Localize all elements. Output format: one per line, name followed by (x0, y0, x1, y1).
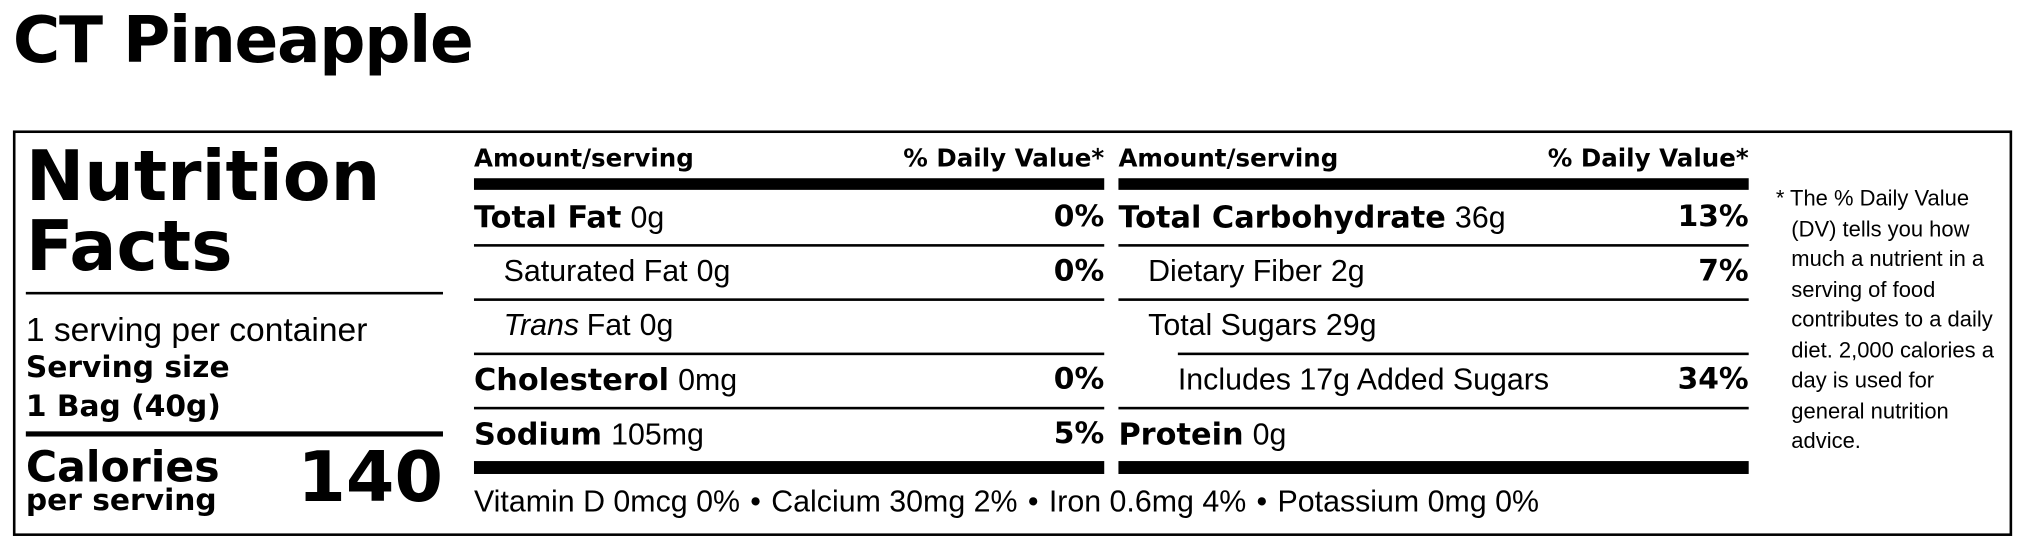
nutrient-row: Includes 17g Added Sugars 34% (1118, 352, 1749, 407)
heading: Facts (25, 205, 233, 287)
daily-value: 5% (1053, 417, 1105, 451)
serving-size: 1 Bag (40g) (25, 390, 221, 424)
nutrient-column: Amount/serving % Daily Value* Total Carboh… (1118, 0, 1749, 548)
header-dv: % Daily Value* (1547, 144, 1749, 174)
separator: • (1027, 484, 1039, 518)
nutrient-name: Total Fat (473, 198, 622, 236)
daily-value: 7% (1698, 254, 1749, 289)
header-amount: Amount/serving (1118, 144, 1339, 174)
nutrient-amount: 0g (639, 308, 674, 342)
header-amount: Amount/serving (473, 144, 694, 174)
nutrient-amount: 0g (630, 200, 665, 234)
nutrient-row: Saturated Fat 0g 0% (473, 244, 1105, 298)
nutrient-row: Total Sugars 29g (1118, 298, 1749, 352)
nutrient-row: Total Carbohydrate 36g 13% (1118, 190, 1748, 244)
nutrient-name: Sodium (473, 415, 603, 453)
nutrient-name: Saturated Fat (503, 253, 688, 288)
nutrient-row: Sodium 105mg 5% (473, 406, 1105, 461)
nutrient-name: Dietary Fiber (1148, 253, 1322, 288)
daily-value: 34% (1677, 362, 1749, 397)
row-rule (1177, 352, 1749, 356)
daily-value: 13% (1677, 200, 1749, 234)
nutrient-name: Protein (1118, 415, 1244, 453)
nutrient-row: Protein 0g (1118, 406, 1749, 461)
calories-sub: per serving (25, 484, 217, 518)
serving-size-label: Serving size (25, 351, 230, 385)
servings: 1 serving per container (25, 309, 368, 349)
rule (25, 431, 443, 437)
daily-value: 0% (1053, 362, 1105, 397)
nutrient: Sodium 105mg (474, 416, 704, 452)
nutrient-name: Total Carbohydrate (1118, 198, 1446, 236)
vitamin: Vitamin D 0mcg 0% (473, 484, 740, 518)
thick-bar (473, 178, 1105, 190)
daily-value: 0% (1053, 200, 1105, 234)
daily-value: 0% (1053, 254, 1105, 289)
nutrient: Total Carbohydrate 36g (1118, 199, 1505, 235)
vitamin: Iron 0.6mg 4% (1048, 484, 1247, 518)
row-rule (1118, 298, 1749, 301)
nutrient-name: Cholesterol (473, 361, 670, 398)
row-rule (473, 244, 1105, 247)
nutrient-name-rest: Fat (586, 308, 631, 342)
product-title: CT Pineapple (12, 2, 474, 78)
nutrient-amount: 0g (1252, 417, 1287, 451)
nutrient: Protein 0g (1118, 416, 1286, 452)
nutrient-name: Includes 17g Added Sugars (1177, 362, 1550, 396)
nutrient-name: Trans (503, 308, 580, 342)
row-rule (473, 298, 1105, 301)
row-rule (1118, 244, 1749, 247)
vitamin: Calcium 30mg 2% (771, 484, 1018, 518)
vitamins: Vitamin D 0mcg 0% • Calcium 30mg 2% • Iron 0… (474, 484, 1539, 519)
thick-bar (473, 461, 1105, 474)
nutrient-amount: 36g (1454, 200, 1506, 234)
nutrition-box (12, 130, 2013, 536)
nutrient: Saturated Fat 0g (504, 254, 731, 289)
nutrient-amount: 2g (1330, 253, 1365, 288)
row-rule (1118, 406, 1749, 410)
thick-bar (1118, 461, 1749, 474)
vitamin: Potassium 0mg 0% (1277, 484, 1539, 518)
calories-label: Calories (25, 441, 220, 493)
nutrient: Dietary Fiber 2g (1148, 254, 1365, 289)
row-rule (473, 352, 1105, 356)
nutrient-row: Dietary Fiber 2g 7% (1118, 244, 1749, 298)
nutrient-column: Amount/serving% Daily Value* Total Fat 0g 0… (473, 0, 1105, 548)
nutrient-amount: 0g (696, 253, 731, 288)
heading: Nutrition (25, 135, 381, 217)
thick-bar (1118, 178, 1749, 190)
row-rule (473, 406, 1105, 410)
rule (25, 291, 443, 295)
nutrient-name: Total Sugars (1148, 308, 1317, 342)
header-dv: % Daily Value* (903, 144, 1105, 174)
calories-value: 140 (297, 436, 443, 518)
nutrient-amount: 29g (1325, 308, 1377, 342)
nutrient-row: Trans Fat 0g (473, 298, 1105, 352)
nutrient-amount: 0mg (678, 362, 738, 397)
nutrient: Includes 17g Added Sugars (1178, 362, 1549, 397)
nutrient-amount: 105mg (611, 417, 704, 451)
nutrient: Trans Fat 0g (504, 308, 674, 343)
nutrient: Total Sugars 29g (1148, 308, 1376, 343)
nutrient-row: Total Fat 0g 0% (474, 190, 1104, 244)
separator: • (750, 484, 761, 518)
nutrient: Total Fat 0g (474, 199, 664, 235)
separator: • (1256, 484, 1268, 518)
nutrient: Cholesterol 0mg (474, 362, 737, 398)
nutrient-row: Cholesterol 0mg 0% (473, 352, 1105, 407)
footnote: * The % Daily Value (DV) tells you how m… (1775, 185, 1994, 454)
